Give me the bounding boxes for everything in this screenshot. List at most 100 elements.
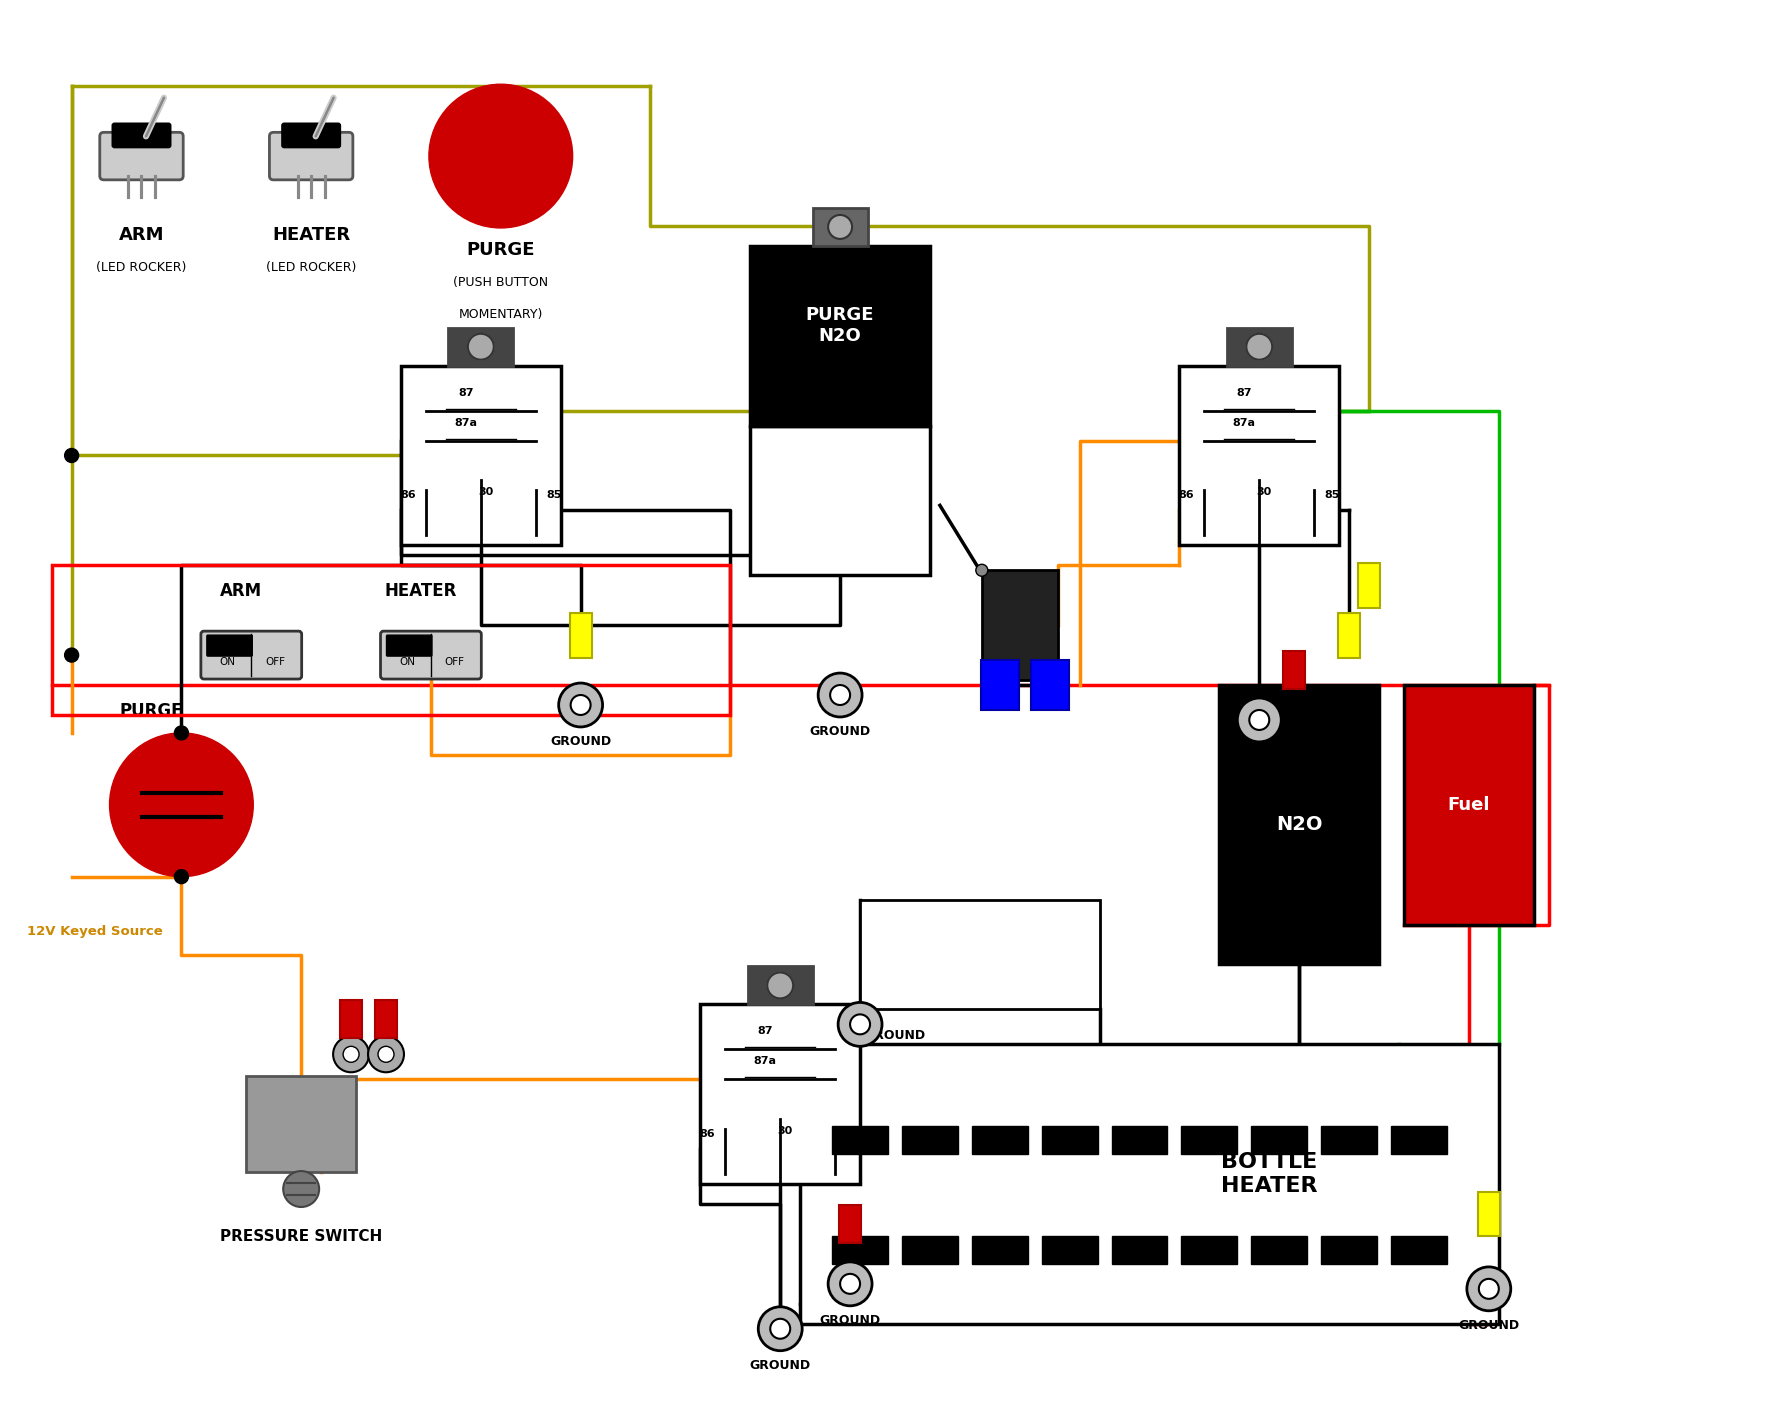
Bar xyxy=(1180,365,1339,545)
Bar xyxy=(52,565,730,715)
Bar xyxy=(1404,686,1534,924)
Text: HEATER: HEATER xyxy=(384,582,458,600)
Bar xyxy=(860,899,1100,1009)
Circle shape xyxy=(849,1014,871,1034)
Text: (LED ROCKER): (LED ROCKER) xyxy=(266,261,356,274)
Circle shape xyxy=(64,448,79,462)
Text: Fuel: Fuel xyxy=(1448,795,1489,813)
Bar xyxy=(340,1000,361,1038)
Bar xyxy=(747,967,814,1005)
FancyBboxPatch shape xyxy=(386,635,433,656)
Text: (PUSH BUTTON: (PUSH BUTTON xyxy=(452,275,549,289)
Text: 87: 87 xyxy=(1237,388,1252,398)
Circle shape xyxy=(570,695,590,715)
Circle shape xyxy=(283,1172,318,1207)
Text: –: – xyxy=(933,936,948,964)
Circle shape xyxy=(819,673,862,717)
Text: 87a: 87a xyxy=(755,1057,776,1066)
Bar xyxy=(1252,1236,1307,1265)
Circle shape xyxy=(175,870,188,884)
Circle shape xyxy=(468,334,493,360)
Text: OFF: OFF xyxy=(265,658,286,667)
FancyBboxPatch shape xyxy=(100,132,182,180)
Circle shape xyxy=(175,726,188,740)
Bar xyxy=(814,208,867,246)
Text: 85: 85 xyxy=(1325,490,1339,500)
Text: 30: 30 xyxy=(1257,488,1271,497)
Text: GROUND: GROUND xyxy=(864,1030,926,1043)
FancyBboxPatch shape xyxy=(113,124,170,148)
Text: 12V Keyed Source: 12V Keyed Source xyxy=(27,924,163,937)
Text: 86: 86 xyxy=(401,490,417,500)
Bar xyxy=(1030,660,1069,710)
Bar xyxy=(973,1127,1028,1154)
Circle shape xyxy=(830,686,849,705)
Circle shape xyxy=(828,215,853,239)
Bar xyxy=(1112,1236,1168,1265)
Bar xyxy=(570,613,592,658)
Circle shape xyxy=(343,1047,359,1062)
Text: PURGE: PURGE xyxy=(120,702,182,719)
Text: 87: 87 xyxy=(758,1026,772,1037)
Bar xyxy=(831,1127,889,1154)
Text: 30: 30 xyxy=(778,1127,792,1137)
Text: 86: 86 xyxy=(1178,490,1194,500)
Bar xyxy=(751,426,930,575)
Text: 87: 87 xyxy=(458,388,474,398)
Bar xyxy=(1252,1127,1307,1154)
Text: 85: 85 xyxy=(545,490,561,500)
Text: ON: ON xyxy=(220,658,236,667)
Bar xyxy=(1337,613,1361,658)
Circle shape xyxy=(839,1002,881,1047)
Circle shape xyxy=(1246,334,1273,360)
Text: ARM: ARM xyxy=(118,226,164,244)
Bar xyxy=(1219,686,1379,964)
Text: MOMENTARY): MOMENTARY) xyxy=(458,308,544,320)
Text: ON: ON xyxy=(399,658,415,667)
Text: GROUND: GROUND xyxy=(551,735,611,747)
Circle shape xyxy=(828,1262,873,1305)
Bar xyxy=(831,1236,889,1265)
Circle shape xyxy=(1250,710,1269,731)
Bar xyxy=(1042,1127,1098,1154)
Bar xyxy=(701,1005,860,1184)
Bar xyxy=(1112,1127,1168,1154)
Text: +: + xyxy=(1008,936,1032,964)
Bar xyxy=(839,1205,862,1243)
Circle shape xyxy=(64,648,79,662)
Bar xyxy=(901,1236,958,1265)
Circle shape xyxy=(1479,1279,1498,1298)
Text: 87a: 87a xyxy=(454,417,477,427)
Text: GROUND: GROUND xyxy=(819,1314,881,1326)
Text: (LED ROCKER): (LED ROCKER) xyxy=(97,261,186,274)
FancyBboxPatch shape xyxy=(270,132,352,180)
FancyBboxPatch shape xyxy=(381,631,481,679)
Text: GROUND: GROUND xyxy=(810,725,871,738)
Text: ARM: ARM xyxy=(220,582,263,600)
Bar xyxy=(401,365,561,545)
Bar xyxy=(1321,1127,1377,1154)
FancyBboxPatch shape xyxy=(200,631,302,679)
Text: N2O: N2O xyxy=(1277,815,1323,835)
Bar xyxy=(1182,1127,1237,1154)
Bar xyxy=(247,1076,356,1172)
Bar xyxy=(982,660,1019,710)
Circle shape xyxy=(377,1047,393,1062)
Bar xyxy=(751,246,930,426)
Circle shape xyxy=(1237,698,1282,742)
Circle shape xyxy=(1466,1267,1511,1311)
Bar xyxy=(1391,1127,1446,1154)
Text: 30: 30 xyxy=(477,488,493,497)
Bar xyxy=(1042,1236,1098,1265)
Text: 85: 85 xyxy=(846,1130,860,1139)
Circle shape xyxy=(429,84,572,228)
Circle shape xyxy=(840,1274,860,1294)
Circle shape xyxy=(767,972,794,999)
FancyBboxPatch shape xyxy=(283,124,340,148)
Circle shape xyxy=(558,683,603,726)
Bar xyxy=(375,1000,397,1038)
Bar xyxy=(1321,1236,1377,1265)
FancyBboxPatch shape xyxy=(207,635,252,656)
Bar xyxy=(1284,651,1305,688)
Bar xyxy=(973,1236,1028,1265)
